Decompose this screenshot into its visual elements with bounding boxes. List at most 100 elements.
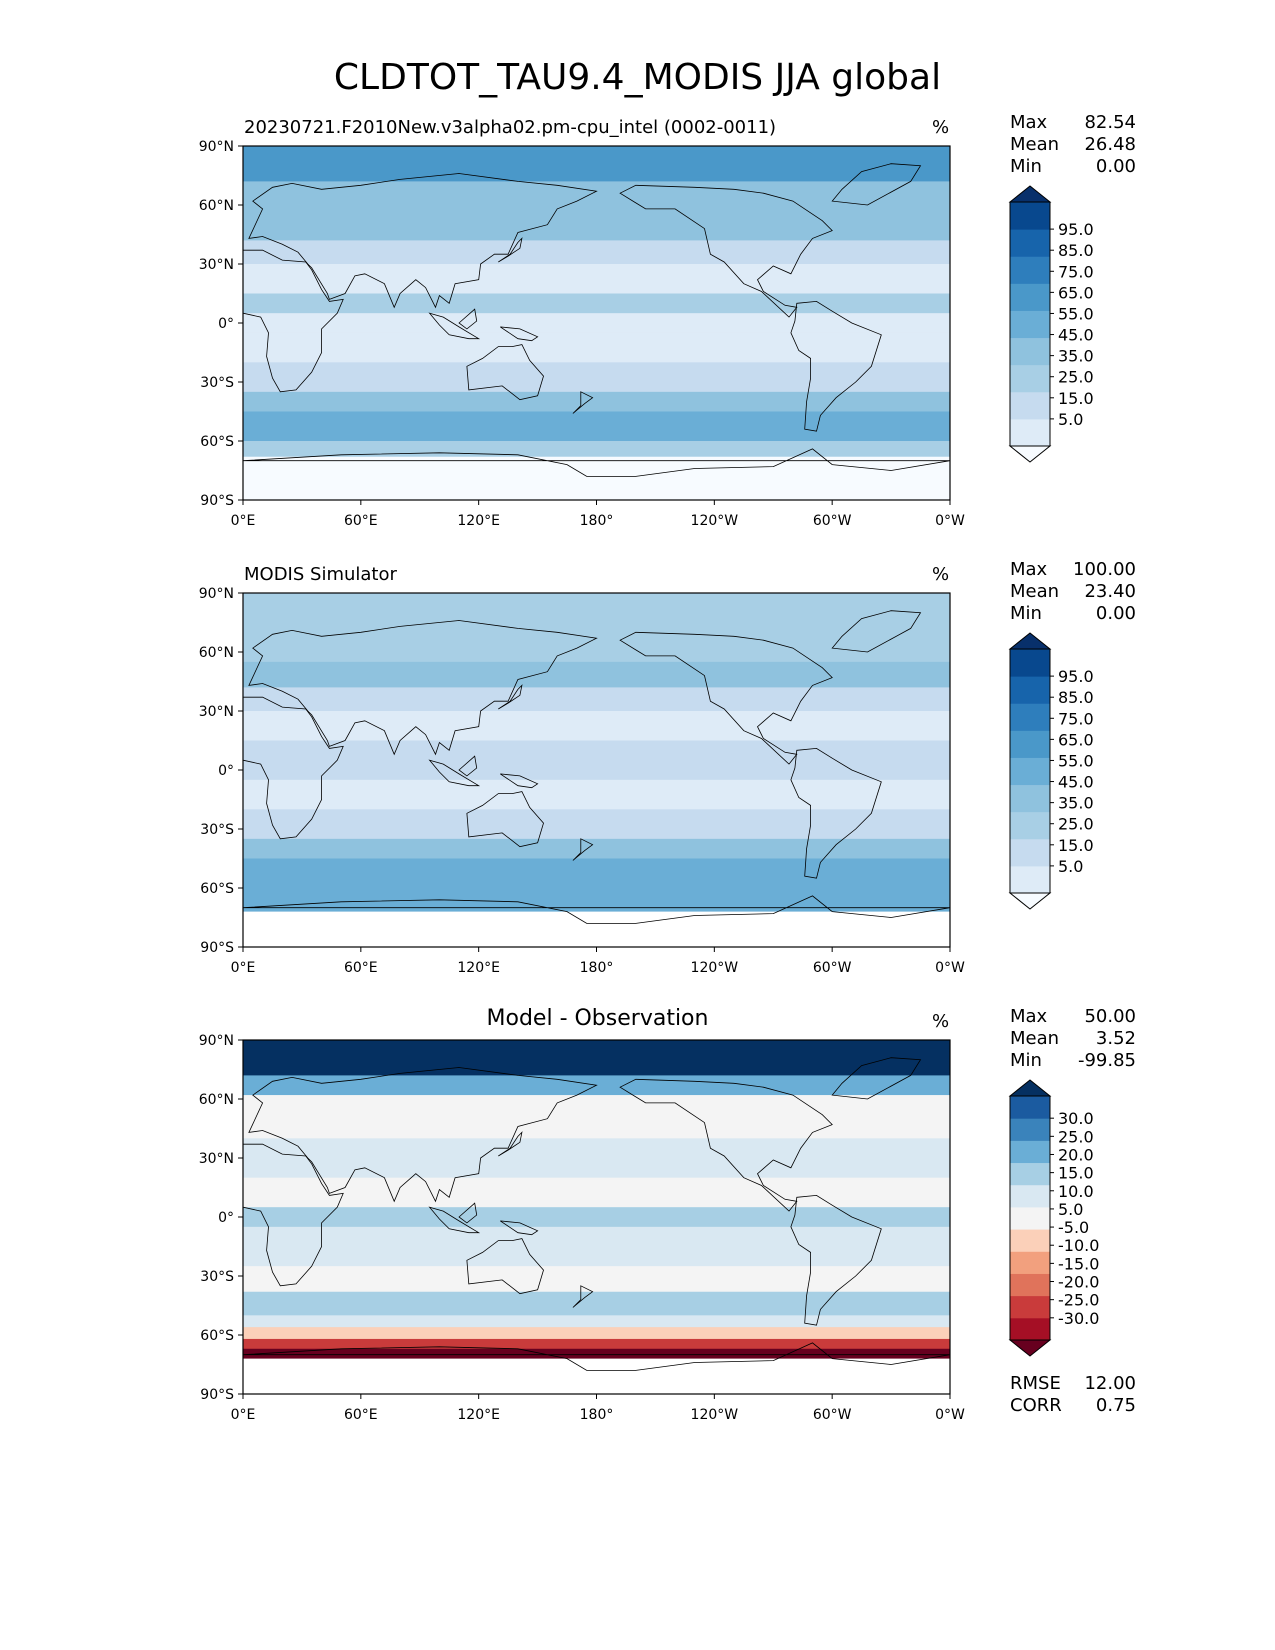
- coastline: [790, 300, 882, 432]
- coastline: [243, 249, 344, 393]
- coastline: [572, 838, 594, 861]
- colorbar-tick-label: 15.0: [1058, 389, 1094, 408]
- x-tick-label: 180°: [580, 513, 614, 529]
- colorbar-segment: [1010, 757, 1050, 786]
- colorbar-segment: [1010, 256, 1050, 284]
- y-tick-label: 60°N: [199, 198, 234, 214]
- stat-value: -99.85: [1077, 1050, 1136, 1071]
- colorbar-segment: [1010, 283, 1050, 311]
- x-tick-label: 0°W: [935, 1407, 965, 1423]
- colorbar-segment: [1010, 418, 1050, 447]
- contour-band: [243, 740, 950, 761]
- colorbar-segment: [1010, 676, 1050, 704]
- coastline: [500, 1220, 539, 1236]
- contour-band: [243, 332, 950, 363]
- x-tick-label: 120°E: [457, 513, 500, 529]
- colorbar-tick-label: -10.0: [1058, 1236, 1099, 1255]
- contour-band: [243, 593, 950, 629]
- contour-band: [243, 362, 950, 393]
- coastline: [619, 184, 833, 318]
- coastline: [619, 631, 833, 765]
- stat-label: Max: [1010, 112, 1048, 133]
- x-tick-label: 0°W: [935, 960, 965, 976]
- colorbar-top-extend: [1008, 632, 1052, 650]
- coastline: [428, 1206, 481, 1234]
- x-tick-label: 120°E: [457, 1407, 500, 1423]
- colorbar-segment: [1010, 784, 1050, 813]
- contour-band: [243, 628, 950, 663]
- x-tick-label: 60°E: [344, 1407, 378, 1423]
- y-tick-label: 0°: [218, 763, 234, 779]
- coastline: [466, 344, 544, 401]
- colorbar-segment: [1010, 838, 1050, 867]
- stat-label: Mean: [1010, 134, 1060, 155]
- contour-band: [243, 779, 950, 810]
- coastline: [790, 1194, 882, 1326]
- coastline: [243, 448, 950, 477]
- colorbar-tick-label: 5.0: [1058, 1200, 1083, 1219]
- colorbar-segment: [1010, 310, 1050, 339]
- contour-band: [243, 711, 950, 741]
- contour-band: [243, 1327, 950, 1340]
- y-tick-label: 0°: [218, 316, 234, 332]
- colorbar-tick-label: 85.0: [1058, 688, 1094, 707]
- coastline: [498, 1131, 523, 1157]
- colorbar-tick-label: -15.0: [1058, 1254, 1099, 1273]
- coastline: [466, 791, 544, 848]
- contour-band: [243, 264, 950, 294]
- panel-1-title: 20230721.F2010New.v3alpha02.pm-cpu_intel…: [244, 117, 777, 138]
- y-tick-label: 30°S: [200, 1269, 234, 1285]
- x-tick-label: 120°E: [457, 960, 500, 976]
- coastline: [619, 1078, 833, 1212]
- x-tick-label: 60°W: [813, 1407, 852, 1423]
- colorbar-tick-label: 20.0: [1058, 1145, 1094, 1164]
- stat-label: Mean: [1010, 581, 1060, 602]
- coastline: [831, 1057, 922, 1100]
- panel-2-units: %: [932, 564, 950, 585]
- colorbar-segment: [1010, 1118, 1050, 1141]
- coastline: [428, 312, 481, 340]
- colorbar-tick-label: 85.0: [1058, 241, 1094, 260]
- x-tick-label: 120°W: [691, 960, 739, 976]
- contour-band: [243, 1315, 950, 1328]
- colorbar-tick-label: -30.0: [1058, 1309, 1099, 1328]
- colorbar-segment: [1010, 229, 1050, 257]
- contour-band: [243, 1095, 950, 1139]
- map-field: [243, 146, 950, 500]
- colorbar-segment: [1010, 649, 1050, 677]
- contour-band: [243, 1266, 950, 1293]
- coastline: [248, 620, 598, 756]
- colorbar-bottom-extend: [1008, 1339, 1052, 1357]
- x-tick-label: 60°E: [344, 513, 378, 529]
- stat-value: 23.40: [1084, 581, 1136, 602]
- contour-band: [243, 411, 950, 442]
- colorbar-segment: [1010, 1184, 1050, 1208]
- colorbar-segment: [1010, 1162, 1050, 1186]
- contour-band: [243, 456, 950, 500]
- contour-band: [243, 1358, 950, 1394]
- stat-value: 3.52: [1095, 1028, 1136, 1049]
- colorbar-segment: [1010, 1096, 1050, 1119]
- coastline: [498, 684, 523, 710]
- map-field: [243, 1040, 950, 1394]
- panel-3-colorbar: 30.025.020.015.010.05.0-5.0-10.0-15.0-20…: [1008, 1079, 1099, 1357]
- contour-band: [243, 838, 950, 859]
- colorbar-tick-label: -25.0: [1058, 1291, 1099, 1310]
- colorbar-tick-label: 75.0: [1058, 709, 1094, 728]
- x-tick-label: 0°W: [935, 513, 965, 529]
- contour-band: [243, 760, 950, 781]
- colorbar-tick-label: 95.0: [1058, 667, 1094, 686]
- stat-value: 0.00: [1095, 603, 1136, 624]
- y-tick-label: 90°S: [200, 1387, 234, 1403]
- x-tick-label: 60°W: [813, 960, 852, 976]
- panel-3-stats: Max 50.00 Mean 3.52 Min -99.85: [1010, 1006, 1136, 1072]
- panel-3-metrics: RMSE 12.00 CORR 0.75: [1010, 1373, 1136, 1417]
- coastline: [243, 1342, 950, 1371]
- colorbar-tick-label: 5.0: [1058, 410, 1083, 429]
- colorbar-tick-label: 75.0: [1058, 262, 1094, 281]
- y-tick-label: 30°N: [199, 257, 234, 273]
- stat-label: Max: [1010, 559, 1048, 580]
- y-tick-label: 60°S: [200, 881, 234, 897]
- colorbar-segment: [1010, 703, 1050, 731]
- colorbar-segment: [1010, 1251, 1050, 1274]
